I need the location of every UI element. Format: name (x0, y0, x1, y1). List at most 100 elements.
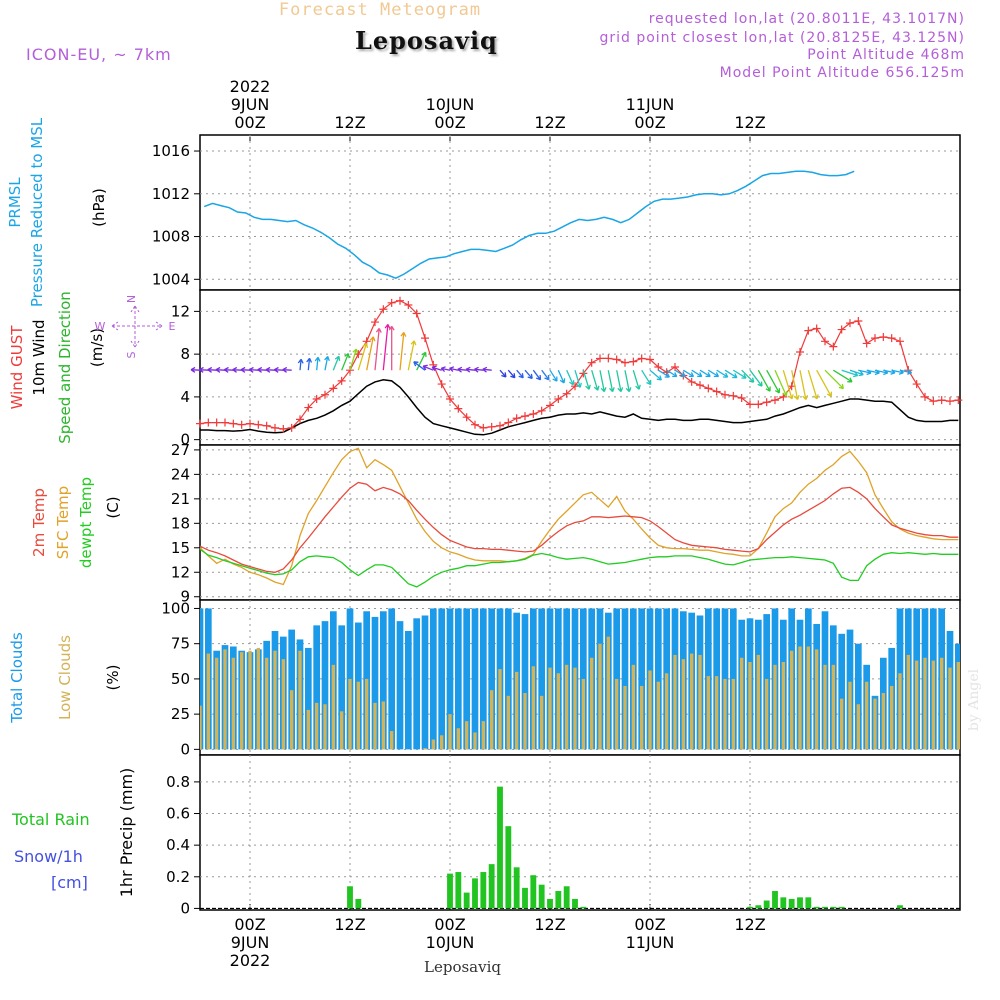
low-cloud-bar (948, 667, 952, 750)
temperature-ytick-label: 21 (171, 490, 190, 508)
gust-marker (204, 418, 213, 427)
wind-gust-markers (196, 296, 963, 433)
gust-marker (937, 396, 946, 405)
wind-label-unit: (m/s) (88, 328, 106, 367)
wind-direction-arrow (641, 369, 652, 386)
total-cloud-bar (521, 614, 529, 750)
total-cloud-bar (305, 647, 312, 750)
wind-ytick-label: 8 (180, 345, 190, 363)
rain-bar (522, 887, 528, 909)
gust-marker (246, 419, 254, 428)
low-cloud-bar (331, 664, 335, 750)
low-cloud-bar (290, 690, 294, 750)
temperature-panel-frame (199, 444, 961, 601)
location-title: Leposaviq (355, 26, 498, 55)
low-cloud-bar (490, 690, 494, 750)
gust-marker (537, 406, 546, 415)
top-time-label: 2022 (230, 77, 271, 96)
clouds-ytick-label: 50 (171, 670, 190, 688)
wind-direction-arrow (382, 324, 391, 371)
pressure-label-prmsl: PRMSL (6, 177, 24, 228)
low-cloud-bar (940, 657, 944, 750)
wind-direction-arrow (832, 369, 853, 383)
bottom-time-label: 00Z (634, 915, 665, 934)
gust-marker (587, 358, 596, 367)
low-cloud-bar (831, 664, 835, 750)
low-cloud-bar (556, 673, 560, 750)
top-time-label: 00Z (634, 113, 665, 132)
gust-marker (337, 376, 346, 385)
wind-direction-arrow (314, 356, 321, 371)
wind-direction-arrow (899, 369, 913, 375)
temp-sfc-line (199, 447, 959, 586)
total-cloud-bar (488, 608, 495, 750)
gust-marker (804, 326, 813, 335)
pressure-label-unit: (hPa) (90, 188, 108, 227)
rain-bar (463, 892, 470, 909)
low-cloud-bar (265, 657, 269, 750)
rain-bar (797, 897, 803, 909)
low-cloud-bar (765, 678, 769, 750)
total-cloud-bar (621, 608, 629, 750)
precip-label-unit: 1hr Precip (mm) (117, 768, 136, 898)
low-cloud-bar (515, 671, 519, 750)
low-cloud-bar (523, 693, 527, 750)
low-cloud-bar (231, 657, 235, 750)
gust-marker (371, 318, 379, 327)
gust-marker (312, 395, 321, 404)
rain-bar (563, 886, 570, 909)
gust-marker (712, 387, 721, 396)
wind-direction-arrow (388, 325, 395, 371)
rain-bar (505, 826, 512, 909)
wind-direction-arrow (413, 361, 426, 371)
wind-direction-arrow (516, 369, 524, 379)
rain-bar (480, 872, 487, 909)
wind-direction-arrow (273, 366, 284, 373)
gust-marker (854, 317, 863, 325)
wind-direction-arrow (482, 366, 492, 373)
wind-direction-arrow (674, 369, 686, 378)
low-cloud-bar (248, 650, 252, 750)
gust-marker (571, 382, 579, 391)
gust-marker (671, 362, 679, 371)
gust-marker (421, 334, 429, 343)
wind-direction-arrow (774, 369, 788, 397)
low-cloud-bar (240, 652, 244, 750)
bottom-time-label: 9JUN (231, 933, 270, 952)
wind-direction-arrow (507, 369, 516, 379)
gust-marker (954, 396, 963, 405)
precip-legend-rain: Total Rain (11, 810, 90, 829)
rain-bar (488, 864, 495, 909)
wind-direction-arrow (349, 348, 359, 371)
rain-bar (897, 905, 903, 909)
wind-direction-arrow (407, 340, 417, 371)
low-cloud-bar (465, 721, 469, 750)
gust-marker (871, 334, 879, 343)
wind-direction-arrow (232, 366, 242, 373)
wind-compass: N W E S (95, 295, 176, 359)
total-cloud-bar (405, 631, 412, 750)
total-cloud-bar (838, 633, 845, 750)
gust-marker (737, 393, 746, 402)
low-cloud-bar (931, 660, 935, 750)
pressure-line (203, 170, 855, 280)
gust-marker (637, 354, 646, 363)
compass-w: W (95, 320, 106, 333)
temp-2m-line (199, 481, 959, 573)
wind-direction-arrow (332, 355, 341, 371)
gust-marker (887, 334, 896, 343)
low-cloud-bar (506, 695, 510, 750)
total-cloud-bar (338, 625, 345, 750)
wind-direction-arrow (374, 328, 382, 371)
top-time-label: 11JUN (626, 95, 675, 114)
low-cloud-bar (773, 664, 777, 750)
wind-direction-arrow (422, 364, 434, 371)
bottom-time-label: 2022 (230, 951, 271, 970)
low-cloud-bar (715, 676, 719, 750)
total-cloud-bar (538, 608, 545, 750)
bottom-time-label: 12Z (534, 915, 565, 934)
wind-direction-arrow (449, 366, 459, 372)
low-cloud-bar (756, 654, 760, 750)
rain-bar (355, 898, 362, 909)
